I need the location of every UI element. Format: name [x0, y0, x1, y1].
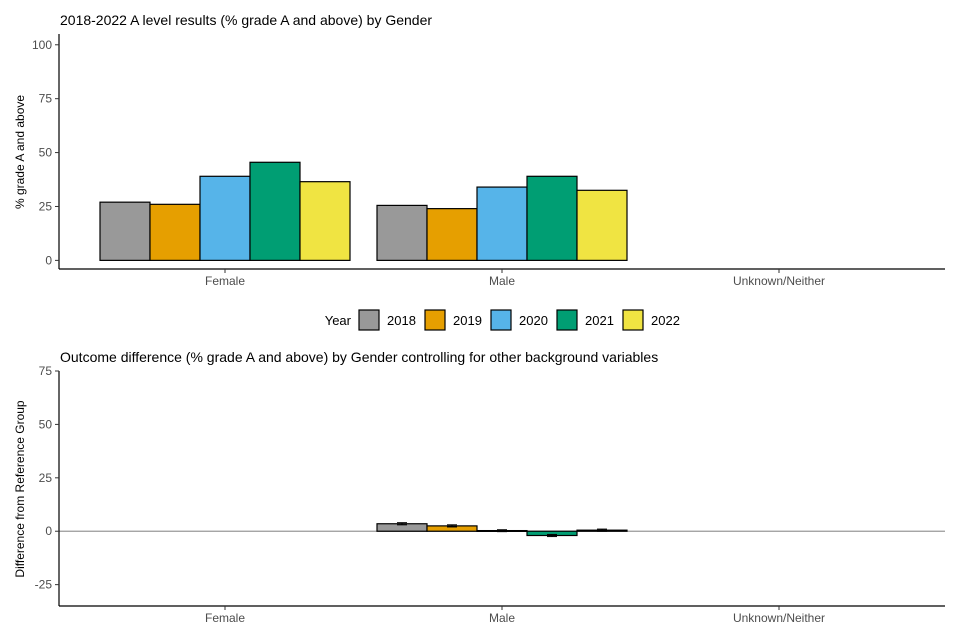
results-y-axis-label: % grade A and above	[13, 95, 27, 209]
y-tick-label: 0	[45, 524, 52, 538]
bar-male-2019	[426, 208, 478, 261]
y-tick-label: 25	[39, 199, 53, 213]
legend-swatch	[622, 309, 644, 331]
legend-item-2021: 2021	[556, 309, 614, 331]
x-tick-label: Female	[205, 274, 245, 288]
legend-label: 2018	[387, 313, 416, 328]
error-bar-2022	[597, 528, 607, 532]
legend-label: 2019	[453, 313, 482, 328]
results-panel: 2018-2022 A level results (% grade A and…	[13, 12, 945, 288]
bar-female-2021	[249, 161, 301, 261]
legend-swatch	[358, 309, 380, 331]
legend-item-2019: 2019	[424, 309, 482, 331]
bar-female-2019	[149, 203, 201, 261]
bar-male-2020	[476, 186, 528, 261]
difference-panel: Outcome difference (% grade A and above)…	[13, 349, 945, 625]
legend-title: Year	[325, 313, 352, 328]
bar-female-2018	[99, 201, 151, 261]
legend-item-2018: 2018	[358, 309, 416, 331]
y-tick-label: 50	[39, 146, 53, 160]
y-tick-label: -25	[35, 578, 53, 592]
y-tick-label: 100	[32, 38, 52, 52]
results-bars	[99, 161, 628, 261]
error-bar-2021	[547, 533, 557, 538]
difference-bars	[376, 522, 628, 538]
error-bar-2019	[447, 524, 457, 528]
x-tick-label: Male	[489, 611, 515, 625]
x-tick-label: Female	[205, 611, 245, 625]
legend-item-2020: 2020	[490, 309, 548, 331]
x-tick-label: Male	[489, 274, 515, 288]
x-tick-label: Unknown/Neither	[733, 274, 825, 288]
legend-label: 2020	[519, 313, 548, 328]
results-chart-title: 2018-2022 A level results (% grade A and…	[60, 12, 432, 28]
y-tick-label: 75	[39, 92, 53, 106]
legend-label: 2021	[585, 313, 614, 328]
y-tick-label: 25	[39, 471, 53, 485]
bar-male-2021	[526, 175, 578, 261]
y-tick-label: 0	[45, 253, 52, 267]
results-axes: 0 25 50 75 100 Female Male Unknown/Neither	[32, 34, 945, 288]
y-tick-label: 50	[39, 417, 53, 431]
bar-female-2020	[199, 175, 251, 261]
error-bar-2018	[397, 522, 407, 526]
legend-swatch	[490, 309, 512, 331]
legend: Year 2018 2019 2020 2021 2022	[325, 309, 680, 331]
legend-swatch	[556, 309, 578, 331]
legend-swatch	[424, 309, 446, 331]
difference-chart-title: Outcome difference (% grade A and above)…	[60, 349, 658, 365]
difference-axes: -25 0 25 50 75 Female Male Unknown/Neither	[35, 364, 945, 625]
difference-y-axis-label: Difference from Reference Group	[13, 400, 27, 578]
legend-label: 2022	[651, 313, 680, 328]
bar-female-2022	[299, 181, 351, 261]
error-bar-2020	[497, 529, 507, 533]
legend-item-2022: 2022	[622, 309, 680, 331]
bar-male-2022	[576, 189, 628, 261]
bar-male-2018	[376, 204, 428, 261]
y-tick-label: 75	[39, 364, 53, 378]
x-tick-label: Unknown/Neither	[733, 611, 825, 625]
